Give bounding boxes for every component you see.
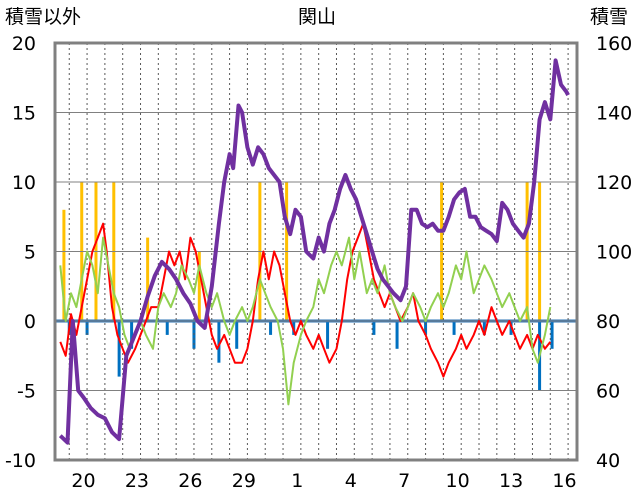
x-tick-label: 29 (232, 470, 256, 492)
bar (269, 321, 273, 335)
right-tick-label: 100 (596, 242, 632, 264)
bar (85, 321, 89, 335)
left-tick-label: 20 (12, 33, 36, 55)
bar (550, 321, 554, 349)
x-tick-label: 13 (499, 470, 523, 492)
series-line (58, 58, 570, 445)
right-tick-label: 140 (596, 103, 632, 125)
bar (395, 321, 399, 349)
x-tick-label: 26 (178, 470, 202, 492)
bar (482, 321, 486, 335)
bar (62, 209, 66, 321)
right-tick-label: 80 (596, 311, 620, 333)
left-tick-label: 0 (24, 311, 36, 333)
bar (217, 321, 221, 363)
x-tick-label: 7 (398, 470, 410, 492)
left-tick-label: 5 (24, 242, 36, 264)
bar (372, 321, 376, 335)
x-tick-label: 1 (291, 470, 303, 492)
right-tick-label: 160 (596, 33, 632, 55)
bar (235, 321, 239, 349)
bar (197, 251, 201, 321)
left-tick-label: -10 (5, 450, 36, 472)
left-axis-ticks: 20 15 10 5 0 -5 -10 (5, 33, 36, 472)
right-tick-label: 40 (596, 450, 620, 472)
x-tick-label: 23 (125, 470, 149, 492)
right-axis-label: 積雪 (590, 6, 628, 28)
x-tick-label: 20 (71, 470, 95, 492)
bar (424, 321, 428, 335)
x-tick-label: 16 (552, 470, 576, 492)
left-tick-label: -5 (17, 381, 36, 403)
left-tick-label: 10 (12, 172, 36, 194)
line-layer (58, 58, 570, 445)
right-tick-label: 60 (596, 381, 620, 403)
bar (146, 237, 150, 321)
bar (117, 321, 121, 377)
x-axis-ticks: 20 23 26 29 1 4 7 10 13 16 (71, 470, 576, 492)
bar (165, 321, 169, 335)
plot-frame (53, 41, 579, 462)
series-line (59, 222, 552, 378)
x-tick-label: 4 (345, 470, 357, 492)
right-tick-label: 120 (596, 172, 632, 194)
bar (326, 321, 330, 349)
bar (130, 321, 134, 349)
chart-title: 関山 (298, 6, 336, 28)
left-axis-label: 積雪以外 (5, 6, 81, 28)
left-tick-label: 15 (12, 103, 36, 125)
bar-layer (55, 182, 577, 391)
x-tick-label: 10 (446, 470, 470, 492)
bar (452, 321, 456, 335)
right-axis-ticks: 160 140 120 100 80 60 40 (596, 33, 632, 472)
